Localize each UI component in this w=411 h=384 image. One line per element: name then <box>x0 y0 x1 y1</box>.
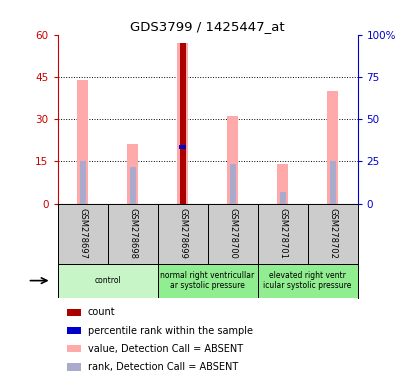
Text: percentile rank within the sample: percentile rank within the sample <box>88 326 252 336</box>
Bar <box>67 363 81 371</box>
Bar <box>277 164 288 204</box>
Bar <box>129 167 136 204</box>
Title: GDS3799 / 1425447_at: GDS3799 / 1425447_at <box>130 20 285 33</box>
Text: normal right ventricullar
ar systolic pressure: normal right ventricullar ar systolic pr… <box>160 271 255 290</box>
Bar <box>127 144 138 204</box>
Bar <box>327 91 338 204</box>
Bar <box>180 147 185 204</box>
Bar <box>67 327 81 334</box>
Text: GSM278701: GSM278701 <box>278 208 287 259</box>
Text: GSM278698: GSM278698 <box>128 208 137 259</box>
Bar <box>258 264 358 298</box>
Text: value, Detection Call = ABSENT: value, Detection Call = ABSENT <box>88 344 242 354</box>
Bar <box>67 345 81 353</box>
Text: rank, Detection Call = ABSENT: rank, Detection Call = ABSENT <box>88 362 238 372</box>
Text: GSM278702: GSM278702 <box>328 208 337 259</box>
Bar <box>230 164 236 204</box>
Bar <box>180 43 185 204</box>
Bar <box>177 43 188 204</box>
Text: elevated right ventr
icular systolic pressure: elevated right ventr icular systolic pre… <box>263 271 352 290</box>
Text: control: control <box>94 276 121 285</box>
Bar <box>227 116 238 204</box>
Bar <box>77 79 88 204</box>
Text: GSM278700: GSM278700 <box>228 208 237 259</box>
Bar <box>279 192 286 204</box>
Bar <box>157 264 258 298</box>
Text: GSM278697: GSM278697 <box>78 208 87 259</box>
Bar <box>80 161 85 204</box>
Bar <box>58 264 157 298</box>
Bar <box>179 145 186 149</box>
Text: count: count <box>88 308 115 318</box>
Bar <box>67 309 81 316</box>
Text: GSM278699: GSM278699 <box>178 208 187 259</box>
Bar <box>330 161 335 204</box>
